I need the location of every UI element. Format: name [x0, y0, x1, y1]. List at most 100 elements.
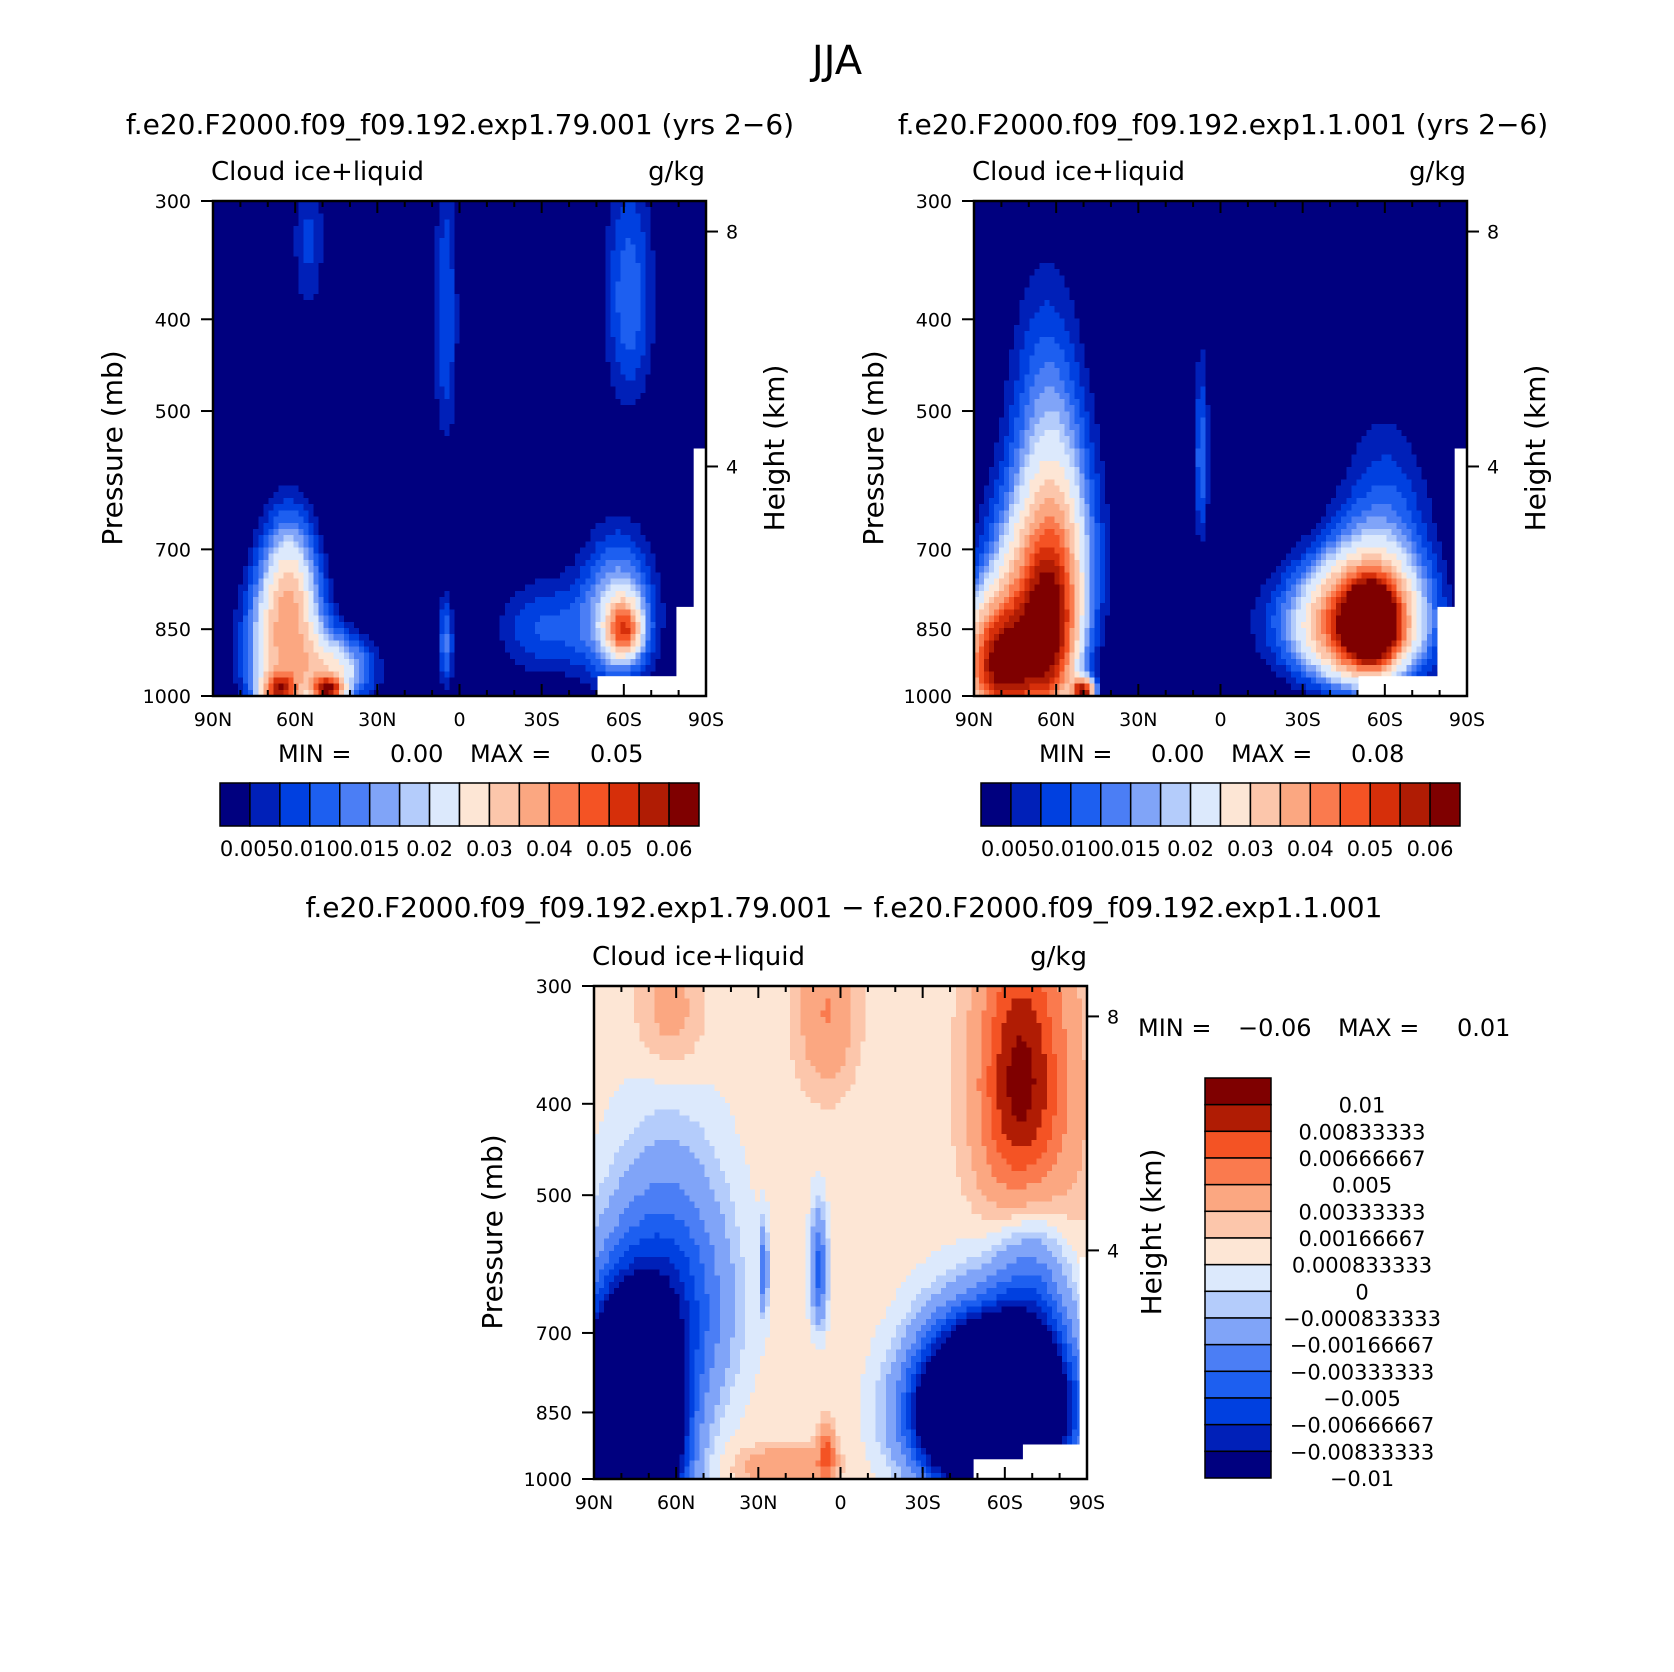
contour-cell [810, 1281, 816, 1289]
contour-cell [1064, 324, 1081, 332]
contour-cell [1084, 442, 1096, 450]
contour-cell [996, 1078, 1008, 1086]
contour-cell [258, 535, 264, 542]
contour-cell [1195, 374, 1207, 382]
contour-cell [815, 1275, 821, 1283]
contour-cell [996, 1053, 1013, 1061]
contour-cell [298, 485, 706, 493]
contour-cell [1011, 1047, 1033, 1055]
contour-cell [1026, 1115, 1043, 1123]
contour-cell [1089, 516, 1096, 524]
contour-cell [1039, 504, 1061, 511]
contour-cell [684, 1374, 691, 1381]
contour-cell [704, 1004, 791, 1012]
contour-cell [614, 1275, 625, 1283]
contour-cell [509, 652, 536, 660]
contour-cell [999, 510, 1005, 518]
contour-cell [830, 1004, 852, 1012]
contour-cell [449, 597, 511, 604]
contour-cell [258, 566, 264, 573]
colorbar-swatch [548, 782, 580, 827]
contour-cell [684, 1331, 691, 1338]
contour-cell [1316, 646, 1327, 654]
contour-cell [318, 590, 325, 598]
contour-cell [820, 1010, 832, 1018]
contour-cell [1004, 621, 1015, 629]
contour-cell [605, 646, 612, 654]
contour-cell [338, 640, 345, 648]
contour-cell [1054, 262, 1467, 270]
contour-cell [1396, 572, 1403, 580]
contour-cell [1396, 535, 1408, 542]
contour-cell [709, 1312, 721, 1320]
contour-cell [303, 584, 310, 592]
contour-cell [1054, 479, 1071, 487]
contour-cell [974, 578, 980, 586]
contour-cell [1004, 572, 1010, 580]
contour-cell [974, 621, 980, 629]
contour-cell [599, 1269, 610, 1277]
contour-cell [1024, 442, 1030, 450]
contour-cell [1094, 411, 1196, 419]
contour-cell [694, 1417, 706, 1425]
contour-cell [1336, 609, 1342, 617]
contour-cell [1009, 473, 1015, 481]
contour-cell [650, 349, 706, 357]
panel-a: f.e20.F2000.f09_f09.192.exp1.79.001 (yrs… [96, 108, 794, 861]
contour-cell [268, 528, 274, 536]
contour-cell [1210, 485, 1337, 493]
contour-cell [815, 1269, 821, 1277]
contour-cell [1099, 473, 1106, 481]
contour-cell [900, 1343, 912, 1351]
contour-cell [790, 986, 801, 993]
contour-cell [1024, 498, 1035, 505]
contour-cell [1056, 1318, 1063, 1326]
contour-cell [454, 368, 612, 375]
contour-cell [604, 1281, 610, 1289]
contour-cell [1084, 479, 1091, 487]
contour-cell [615, 231, 647, 239]
contour-cell [624, 1207, 701, 1215]
contour-cell [1021, 1238, 1043, 1246]
contour-cell [1104, 460, 1196, 468]
contour-cell [1069, 361, 1081, 369]
contour-cell [504, 609, 521, 617]
contour-cell [994, 448, 1005, 456]
contour-cell [999, 522, 1005, 530]
contour-cell [1066, 1029, 1083, 1036]
contour-cell [449, 615, 456, 623]
contour-cell [699, 1312, 711, 1320]
contour-cell [1195, 386, 1201, 394]
contour-cell [434, 337, 440, 344]
contour-cell [599, 1300, 605, 1308]
contour-cell [885, 1460, 897, 1468]
contour-cell [1079, 405, 1086, 412]
contour-cell [614, 1244, 630, 1252]
contour-cell [600, 640, 606, 648]
contour-cell [273, 640, 305, 648]
contour-cell [1066, 1417, 1073, 1425]
contour-cell [243, 658, 249, 666]
contour-cell [610, 640, 617, 648]
contour-cell [1061, 1312, 1068, 1320]
contour-cell [1046, 1072, 1058, 1080]
contour-cell [1285, 597, 1292, 604]
contour-cell [1054, 572, 1061, 580]
contour-cell [981, 1115, 993, 1123]
contour-cell [248, 559, 254, 567]
colorbar-swatch [488, 782, 521, 827]
contour-cell [379, 683, 446, 691]
contour-cell [1029, 355, 1066, 363]
contour-cell [253, 652, 259, 660]
contour-cell [620, 250, 637, 258]
contour-cell [1019, 541, 1025, 549]
contour-cell [328, 609, 335, 617]
contour-cell [1331, 646, 1337, 654]
contour-cell [1205, 349, 1467, 357]
contour-cell [991, 1022, 1003, 1030]
colorbar-label: 0.010 [1041, 837, 1101, 861]
contour-cell [600, 658, 606, 666]
contour-cell [1290, 683, 1307, 691]
contour-cell [895, 1411, 902, 1418]
contour-cell [974, 423, 1000, 431]
